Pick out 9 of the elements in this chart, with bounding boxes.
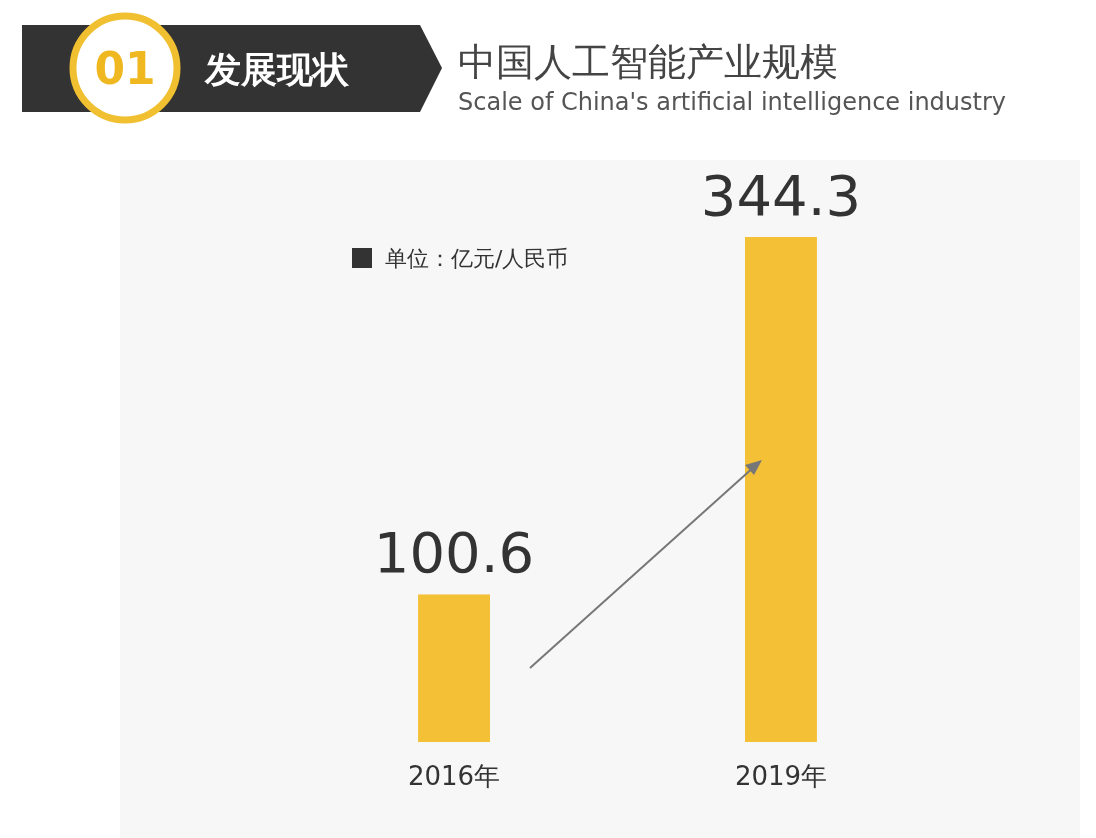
x-tick-label: 2019年 [734, 761, 828, 791]
text: 01 [94, 43, 156, 94]
x-tick-label: 2016年 [407, 761, 501, 791]
annotation: 单位：亿元/人民币 [385, 246, 569, 271]
text: 发展现状 [204, 49, 350, 90]
chart-title: 中国人工智能产业规模 [458, 40, 838, 84]
chart-subtitle: Scale of China's artificial intelligence industry [458, 88, 1007, 116]
data-label: 344.3 [700, 163, 862, 228]
data-label: 100.6 [373, 520, 535, 586]
